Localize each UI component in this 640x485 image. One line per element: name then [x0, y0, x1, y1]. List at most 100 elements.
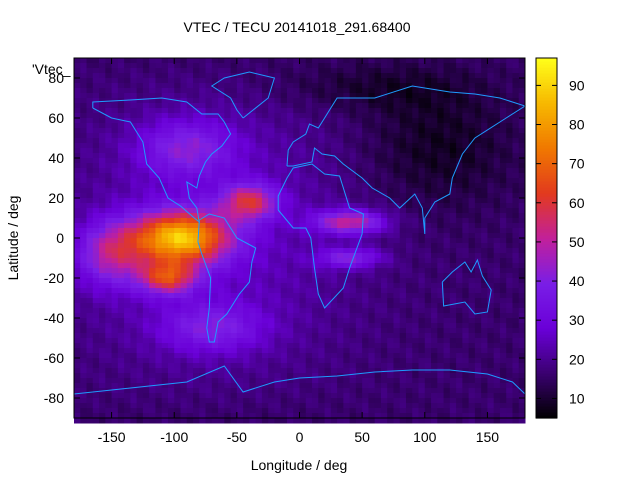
- heatmap-cell: [293, 323, 300, 329]
- heatmap-cell: [418, 243, 426, 249]
- heatmap-cell: [424, 338, 432, 344]
- heatmap-cell: [136, 298, 144, 304]
- heatmap-cell: [493, 73, 501, 79]
- heatmap-cell: [305, 328, 313, 334]
- heatmap-cell: [468, 223, 476, 229]
- heatmap-cell: [243, 198, 250, 204]
- heatmap-cell: [487, 223, 495, 229]
- heatmap-cell: [399, 348, 407, 354]
- heatmap-cell: [355, 313, 363, 319]
- heatmap-cell: [124, 68, 131, 74]
- heatmap-cell: [312, 73, 319, 79]
- heatmap-cell: [186, 183, 194, 189]
- heatmap-cell: [105, 133, 113, 139]
- heatmap-cell: [431, 353, 438, 359]
- heatmap-cell: [199, 213, 207, 219]
- heatmap-cell: [374, 178, 382, 184]
- heatmap-cell: [374, 93, 382, 99]
- heatmap-cell: [518, 238, 526, 244]
- heatmap-cell: [174, 248, 181, 254]
- heatmap-cell: [105, 313, 113, 319]
- heatmap-cell: [443, 228, 451, 234]
- heatmap-cell: [487, 153, 495, 159]
- heatmap-cell: [99, 153, 106, 159]
- heatmap-cell: [368, 383, 376, 389]
- heatmap-cell: [105, 173, 113, 179]
- heatmap-cell: [111, 383, 119, 389]
- heatmap-cell: [136, 278, 144, 284]
- heatmap-cell: [499, 233, 507, 239]
- heatmap-cell: [117, 393, 125, 399]
- heatmap-cell: [312, 343, 319, 349]
- heatmap-cell: [412, 158, 420, 164]
- heatmap-cell: [518, 313, 526, 319]
- heatmap-cell: [493, 283, 501, 289]
- heatmap-cell: [305, 223, 313, 229]
- heatmap-cell: [193, 133, 200, 139]
- heatmap-cell: [518, 198, 526, 204]
- heatmap-cell: [117, 163, 125, 169]
- heatmap-cell: [374, 143, 382, 149]
- heatmap-cell: [468, 353, 476, 359]
- heatmap-cell: [193, 328, 200, 334]
- heatmap-cell: [80, 58, 88, 64]
- heatmap-cell: [130, 73, 138, 79]
- heatmap-cell: [393, 148, 401, 154]
- heatmap-cell: [161, 318, 169, 324]
- heatmap-cell: [155, 398, 163, 404]
- heatmap-cell: [142, 113, 150, 119]
- heatmap-cell: [124, 203, 131, 209]
- heatmap-cell: [405, 203, 413, 209]
- heatmap-cell: [86, 128, 94, 134]
- heatmap-cell: [299, 228, 307, 234]
- heatmap-cell: [180, 303, 188, 309]
- heatmap-cell: [368, 288, 376, 294]
- heatmap-cell: [161, 78, 169, 84]
- heatmap-cell: [399, 228, 407, 234]
- heatmap-cell: [92, 173, 100, 179]
- heatmap-cell: [405, 58, 413, 64]
- heatmap-cell: [230, 393, 238, 399]
- heatmap-cell: [456, 358, 463, 364]
- heatmap-cell: [380, 378, 388, 384]
- heatmap-cell: [393, 83, 401, 89]
- heatmap-cell: [468, 143, 476, 149]
- heatmap-cell: [274, 363, 282, 369]
- heatmap-cell: [105, 308, 113, 314]
- heatmap-cell: [443, 178, 451, 184]
- heatmap-cell: [431, 118, 438, 124]
- heatmap-cell: [142, 198, 150, 204]
- heatmap-cell: [493, 243, 501, 249]
- heatmap-cell: [243, 188, 250, 194]
- heatmap-cell: [105, 288, 113, 294]
- heatmap-cell: [136, 233, 144, 239]
- heatmap-cell: [324, 153, 332, 159]
- heatmap-cell: [512, 228, 520, 234]
- heatmap-cell: [299, 308, 307, 314]
- heatmap-cell: [518, 68, 526, 74]
- heatmap-cell: [324, 303, 332, 309]
- heatmap-cell: [474, 128, 482, 134]
- heatmap-cell: [274, 208, 282, 214]
- heatmap-cell: [312, 178, 319, 184]
- heatmap-cell: [74, 358, 81, 364]
- heatmap-cell: [355, 283, 363, 289]
- heatmap-cell: [374, 243, 382, 249]
- heatmap-cell: [368, 83, 376, 89]
- heatmap-cell: [218, 358, 225, 364]
- heatmap-cell: [437, 183, 445, 189]
- heatmap-cell: [205, 298, 213, 304]
- heatmap-cell: [431, 223, 438, 229]
- heatmap-cell: [312, 88, 319, 94]
- heatmap-cell: [474, 93, 482, 99]
- heatmap-cell: [518, 283, 526, 289]
- heatmap-cell: [506, 308, 513, 314]
- heatmap-cell: [105, 383, 113, 389]
- heatmap-cell: [456, 58, 463, 64]
- heatmap-cell: [224, 268, 232, 274]
- heatmap-cell: [230, 383, 238, 389]
- heatmap-cell: [330, 168, 338, 174]
- heatmap-cell: [405, 388, 413, 394]
- heatmap-cell: [299, 193, 307, 199]
- heatmap-cell: [468, 108, 476, 114]
